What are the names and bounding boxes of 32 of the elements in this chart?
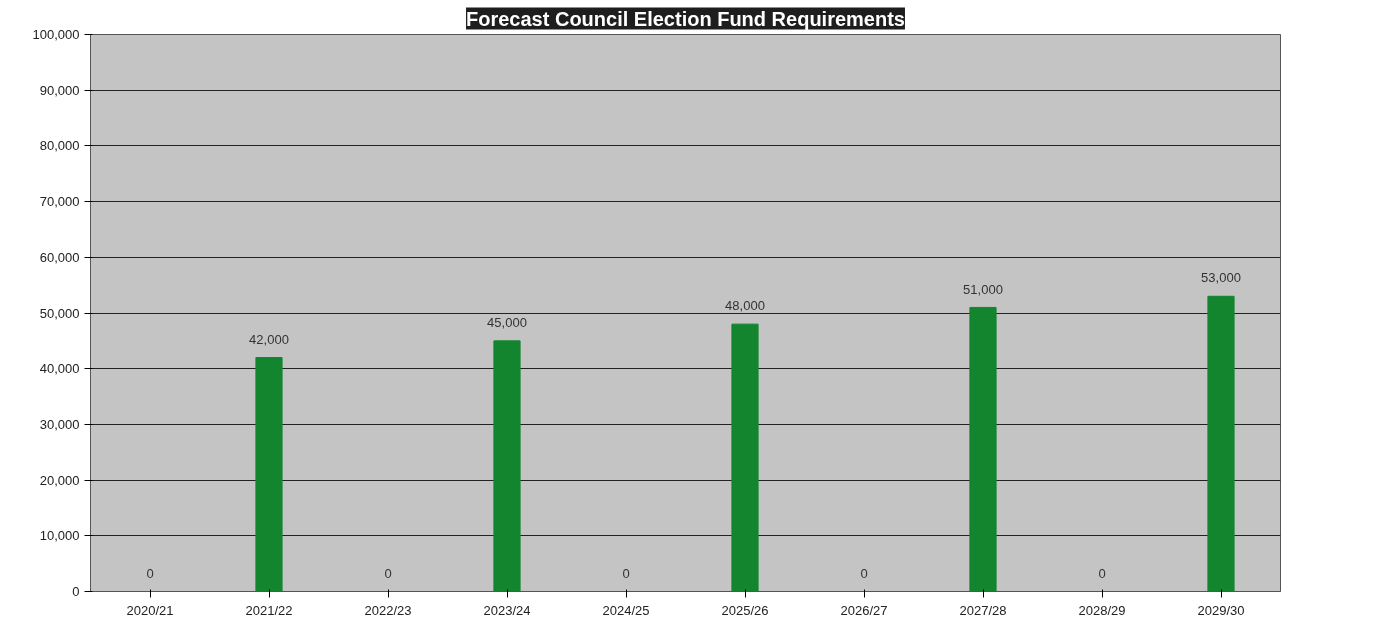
- y-tick-label: 50,000: [39, 305, 80, 321]
- y-tick-label: 60,000: [39, 249, 80, 265]
- y-tick-label: 80,000: [39, 138, 80, 154]
- x-tick-label: 2025/26: [721, 602, 769, 618]
- data-label: 48,000: [725, 298, 765, 314]
- y-tick-label: 90,000: [39, 82, 80, 98]
- y-tick-label: 20,000: [39, 472, 80, 488]
- data-label: 51,000: [963, 281, 1003, 297]
- data-label: 42,000: [249, 331, 289, 347]
- data-label: 0: [146, 565, 154, 581]
- y-tick-label: 30,000: [39, 416, 80, 432]
- x-tick-label: 2021/22: [245, 602, 293, 618]
- y-tick-label: 0: [72, 584, 80, 599]
- y-tick-label: 70,000: [39, 194, 80, 210]
- chart-title: Forecast Council Election Fund Requirements: [466, 7, 905, 30]
- data-label: 0: [384, 565, 392, 581]
- data-label: 0: [860, 565, 868, 581]
- data-label: 0: [622, 565, 630, 581]
- x-tick-label: 2029/30: [1197, 602, 1245, 618]
- x-tick-label: 2026/27: [840, 602, 888, 618]
- data-label: 53,000: [1201, 270, 1241, 286]
- x-tick-label: 2020/21: [126, 602, 174, 618]
- y-tick-label: 100,000: [32, 27, 80, 42]
- x-tick-label: 2027/28: [959, 602, 1007, 618]
- x-tick-label: 2024/25: [602, 602, 650, 618]
- y-tick-label: 40,000: [39, 361, 80, 377]
- y-tick-label: 10,000: [39, 528, 80, 544]
- data-label: 0: [1098, 565, 1106, 581]
- x-tick-label: 2028/29: [1078, 602, 1126, 618]
- data-label: 45,000: [487, 314, 527, 330]
- x-tick-label: 2022/23: [364, 602, 412, 618]
- x-tick-label: 2023/24: [483, 602, 531, 618]
